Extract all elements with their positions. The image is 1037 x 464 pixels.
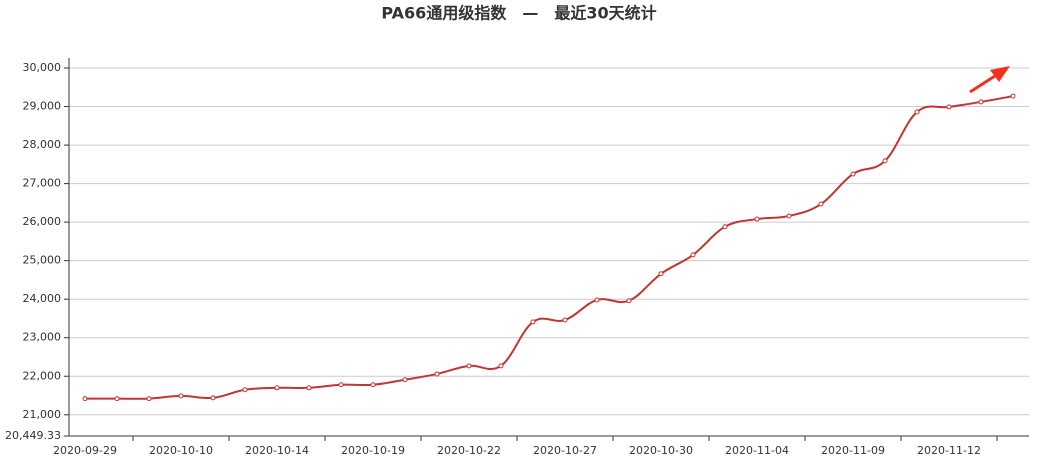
point bbox=[178, 393, 184, 399]
point bbox=[434, 371, 440, 377]
point bbox=[882, 158, 888, 164]
y-tick-label: 26,000 bbox=[23, 215, 62, 228]
point bbox=[306, 385, 312, 391]
point bbox=[786, 213, 792, 219]
x-tick-label: 2020-09-29 bbox=[53, 444, 117, 457]
y-tick-label: 29,000 bbox=[23, 100, 62, 113]
y-tick-label: 22,000 bbox=[23, 369, 62, 382]
point bbox=[594, 297, 600, 303]
point bbox=[850, 171, 856, 177]
y-tick-label: 28,000 bbox=[23, 138, 62, 151]
chart-title: PA66通用级指数 — 最近30天统计 bbox=[381, 4, 656, 23]
arrow-shaft bbox=[969, 72, 999, 94]
x-tick-label: 2020-10-22 bbox=[437, 444, 501, 457]
point bbox=[1010, 93, 1016, 99]
y-tick-label: 20,449.33 bbox=[5, 429, 61, 442]
point bbox=[722, 224, 728, 230]
arrow-head bbox=[990, 66, 1010, 82]
x-tick-label: 2020-11-04 bbox=[725, 444, 789, 457]
point bbox=[82, 396, 88, 402]
point bbox=[754, 216, 760, 222]
x-tick-label: 2020-10-14 bbox=[245, 444, 309, 457]
y-tick-label: 27,000 bbox=[23, 177, 62, 190]
x-tick-label: 2020-11-09 bbox=[821, 444, 885, 457]
point bbox=[114, 396, 120, 402]
point bbox=[370, 382, 376, 388]
point bbox=[210, 395, 216, 401]
point bbox=[658, 271, 664, 277]
point bbox=[818, 201, 824, 207]
point bbox=[978, 99, 984, 105]
point bbox=[402, 377, 408, 383]
point bbox=[562, 317, 568, 323]
x-tick-label: 2020-10-27 bbox=[533, 444, 597, 457]
trend-arrow bbox=[969, 66, 1010, 94]
y-tick-label: 30,000 bbox=[23, 61, 62, 74]
point bbox=[530, 319, 536, 325]
y-tick-label: 24,000 bbox=[23, 292, 62, 305]
x-tick-label: 2020-10-30 bbox=[629, 444, 693, 457]
point bbox=[146, 396, 152, 402]
y-tick-label: 25,000 bbox=[23, 254, 62, 267]
point bbox=[690, 252, 696, 258]
x-tick-label: 2020-10-19 bbox=[341, 444, 405, 457]
line bbox=[84, 95, 1014, 400]
point bbox=[274, 385, 280, 391]
x-tick-label: 2020-11-12 bbox=[917, 444, 981, 457]
x-tick-label: 2020-10-10 bbox=[149, 444, 213, 457]
point bbox=[338, 382, 344, 388]
point bbox=[946, 104, 952, 110]
point bbox=[242, 387, 248, 393]
point bbox=[626, 298, 632, 304]
point bbox=[466, 363, 472, 369]
point bbox=[498, 363, 504, 369]
y-tick-label: 23,000 bbox=[23, 331, 62, 344]
point bbox=[914, 109, 920, 115]
y-tick-label: 21,000 bbox=[23, 408, 62, 421]
